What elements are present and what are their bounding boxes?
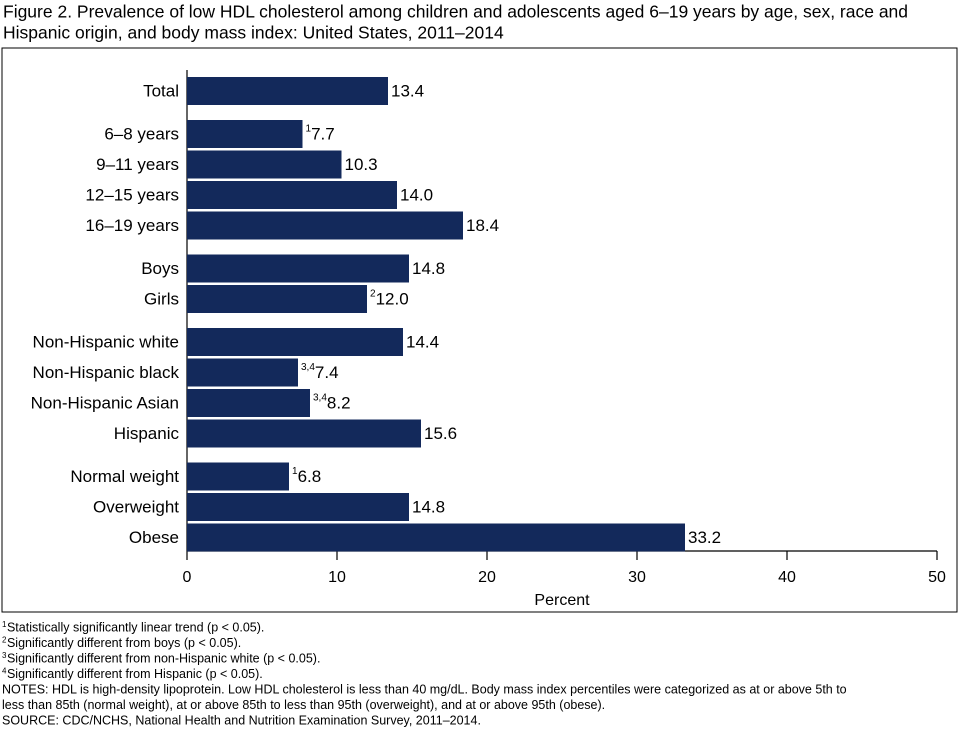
- value-label: 12.0: [376, 289, 409, 308]
- x-tick-label: 0: [183, 569, 192, 586]
- x-tick-label: 50: [928, 569, 946, 586]
- notes: less than 85th (normal weight), at or ab…: [2, 698, 605, 712]
- bar: [187, 77, 388, 105]
- notes: NOTES: HDL is high-density lipoprotein. …: [2, 682, 847, 696]
- footnote-marker: 1: [306, 124, 312, 135]
- y-tick-label: Girls: [144, 289, 179, 308]
- bar: [187, 211, 463, 240]
- footnote: Statistically significantly linear trend…: [7, 620, 264, 634]
- value-label: 14.8: [412, 497, 445, 516]
- y-tick-label: Total: [143, 81, 179, 100]
- bar: [187, 254, 409, 283]
- x-tick-label: 10: [328, 569, 346, 586]
- value-label: 6.8: [298, 467, 322, 486]
- x-tick-label: 20: [478, 569, 496, 586]
- y-tick-label: Non-Hispanic white: [33, 332, 179, 351]
- value-label: 13.4: [391, 81, 424, 100]
- source: SOURCE: CDC/NCHS, National Health and Nu…: [2, 713, 481, 727]
- chart-title: Hispanic origin, and body mass index: Un…: [3, 23, 504, 43]
- x-tick-label: 30: [628, 569, 646, 586]
- bar: [187, 150, 342, 179]
- y-tick-label: Hispanic: [114, 424, 180, 443]
- value-label: 7.4: [315, 363, 339, 382]
- value-label: 33.2: [688, 528, 721, 547]
- footnote: Significantly different from non-Hispani…: [7, 651, 320, 665]
- bar: [187, 389, 310, 417]
- value-label: 15.6: [424, 424, 457, 443]
- chart-title: Figure 2. Prevalence of low HDL choleste…: [3, 2, 908, 22]
- y-tick-label: 6–8 years: [104, 124, 179, 143]
- y-tick-label: Normal weight: [70, 467, 179, 486]
- y-tick-label: 9–11 years: [96, 155, 179, 174]
- y-tick-label: 16–19 years: [85, 216, 179, 235]
- y-tick-label: Non-Hispanic Asian: [31, 393, 179, 412]
- footnote-marker: 3,4: [301, 362, 315, 373]
- bar: [187, 462, 289, 491]
- y-tick-label: Obese: [129, 528, 179, 547]
- bar: [187, 120, 303, 148]
- bar: [187, 523, 685, 552]
- value-label: 14.4: [406, 332, 439, 351]
- x-tick-label: 40: [778, 569, 796, 586]
- y-tick-label: Non-Hispanic black: [33, 363, 180, 382]
- footnote-marker: 2: [370, 289, 376, 300]
- bar: [187, 285, 367, 313]
- footnote-marker: 3,4: [313, 393, 327, 404]
- value-label: 18.4: [466, 216, 499, 235]
- bar: [187, 419, 421, 448]
- value-label: 7.7: [311, 124, 335, 143]
- bar: [187, 493, 409, 521]
- bar: [187, 181, 397, 209]
- plot-frame: [1, 47, 958, 613]
- footnote-marker: 1: [292, 466, 298, 477]
- y-tick-label: 12–15 years: [85, 185, 179, 204]
- footnote: Significantly different from boys (p < 0…: [7, 636, 241, 650]
- bar: [187, 358, 298, 387]
- footnote: Significantly different from Hispanic (p…: [7, 667, 263, 681]
- value-label: 10.3: [345, 155, 378, 174]
- x-axis-label: Percent: [534, 592, 590, 609]
- bar: [187, 328, 403, 356]
- value-label: 14.0: [400, 185, 433, 204]
- footnote-marker: 2: [2, 636, 7, 645]
- y-tick-label: Overweight: [93, 497, 179, 516]
- value-label: 8.2: [327, 393, 351, 412]
- footnote-marker: 1: [2, 620, 7, 629]
- footnote-marker: 4: [2, 667, 7, 676]
- value-label: 14.8: [412, 259, 445, 278]
- footnote-marker: 3: [2, 651, 7, 660]
- y-tick-label: Boys: [141, 259, 179, 278]
